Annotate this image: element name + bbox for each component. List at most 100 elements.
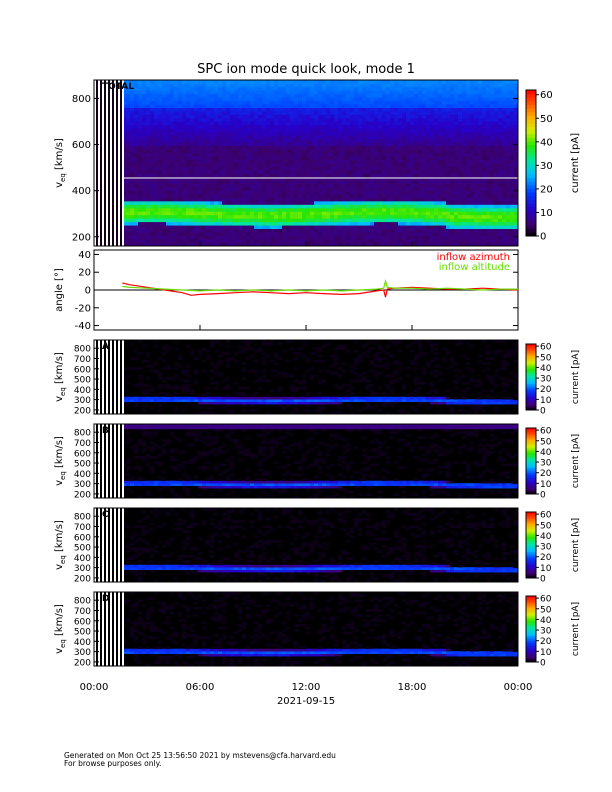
heatmap-cell (426, 232, 431, 236)
heatmap-cell (238, 239, 243, 243)
heatmap-cell (410, 173, 415, 178)
heatmap-cell (282, 228, 287, 233)
heatmap-cell (338, 124, 343, 129)
heatmap-cell (142, 114, 147, 119)
heatmap-cell (134, 100, 139, 105)
heatmap-cell (314, 121, 319, 126)
heatmap-cell (458, 80, 463, 84)
heatmap-cell (214, 163, 219, 167)
heatmap-cell (466, 180, 471, 185)
heatmap-cell (510, 131, 515, 136)
heatmap-cell (446, 97, 451, 102)
heatmap-cell (194, 214, 199, 219)
heatmap-cell (466, 142, 471, 147)
heatmap-cell (382, 107, 387, 112)
heatmap-cell (398, 156, 403, 160)
heatmap-cell (394, 135, 399, 140)
heatmap-cell (286, 97, 291, 102)
heatmap-cell (134, 367, 139, 370)
heatmap-cell (314, 228, 319, 233)
heatmap-cell (242, 131, 247, 136)
heatmap-cell (458, 131, 463, 136)
heatmap-cell (342, 80, 347, 84)
heatmap-cell (402, 194, 407, 198)
heatmap-cell (318, 149, 323, 153)
heatmap-cell (278, 80, 283, 84)
heatmap-cell (498, 156, 503, 160)
heatmap-cell (162, 97, 167, 102)
heatmap-cell (122, 207, 127, 212)
heatmap-cell (482, 152, 487, 157)
heatmap-cell (410, 235, 415, 240)
heatmap-cell (478, 124, 483, 129)
heatmap-cell (146, 138, 151, 143)
heatmap-cell (238, 232, 243, 236)
heatmap-cell (310, 214, 315, 219)
heatmap-cell (166, 124, 171, 129)
heatmap-cell (390, 239, 395, 243)
heatmap-cell (210, 90, 215, 95)
heatmap-cell (474, 173, 479, 178)
heatmap-cell (126, 142, 131, 147)
heatmap-cell (238, 156, 243, 160)
heatmap-cell (126, 211, 131, 216)
heatmap-cell (210, 100, 215, 105)
heatmap-cell (266, 183, 271, 188)
heatmap-cell (258, 97, 263, 102)
heatmap-cell (470, 131, 475, 136)
heatmap-cell (342, 214, 347, 219)
heatmap-cell (510, 214, 515, 219)
heatmap-cell (198, 211, 203, 216)
heatmap-cell (502, 83, 507, 88)
heatmap-cell (478, 183, 483, 188)
heatmap-cell (394, 176, 399, 181)
heatmap-cell (278, 214, 283, 219)
heatmap-cell (258, 152, 263, 157)
heatmap-cell (274, 80, 279, 84)
heatmap-cell (454, 138, 459, 143)
heatmap-cell (482, 207, 487, 212)
heatmap-cell (186, 225, 191, 230)
heatmap-cell (374, 187, 379, 191)
heatmap-cell (330, 142, 335, 147)
heatmap-cell (458, 145, 463, 150)
heatmap-cell (486, 169, 491, 174)
heatmap-cell (238, 80, 243, 84)
heatmap-cell (126, 214, 131, 219)
heatmap-cell (390, 235, 395, 240)
heatmap-cell (502, 176, 507, 181)
heatmap-cell (146, 218, 151, 223)
heatmap-cell (210, 187, 215, 191)
heatmap-cell (334, 149, 339, 153)
heatmap-cell (366, 187, 371, 191)
heatmap-cell (190, 111, 195, 115)
heatmap-cell (506, 183, 511, 188)
heatmap-cell (186, 97, 191, 102)
heatmap-cell (422, 152, 427, 157)
heatmap-cell (142, 190, 147, 195)
heatmap-cell (198, 142, 203, 147)
heatmap-cell (394, 211, 399, 216)
heatmap-cell (246, 100, 251, 105)
heatmap-cell (186, 187, 191, 191)
heatmap-cell (338, 211, 343, 216)
heatmap-cell (490, 138, 495, 143)
heatmap-cell (170, 86, 175, 91)
heatmap-cell (158, 131, 163, 136)
heatmap-cell (494, 163, 499, 167)
heatmap-cell (174, 107, 179, 112)
heatmap-cell (310, 176, 315, 181)
heatmap-cell (434, 138, 439, 143)
heatmap-cell (390, 86, 395, 91)
heatmap-cell (354, 142, 359, 147)
heatmap-cell (414, 221, 419, 226)
heatmap-cell (178, 176, 183, 181)
heatmap-cell (338, 145, 343, 150)
heatmap-cell (498, 207, 503, 212)
heatmap-cell (422, 104, 427, 108)
heatmap-cell (250, 235, 255, 240)
heatmap-cell (362, 207, 367, 212)
heatmap-cell (190, 138, 195, 143)
heatmap-cell (402, 183, 407, 188)
heatmap-cell (458, 166, 463, 171)
